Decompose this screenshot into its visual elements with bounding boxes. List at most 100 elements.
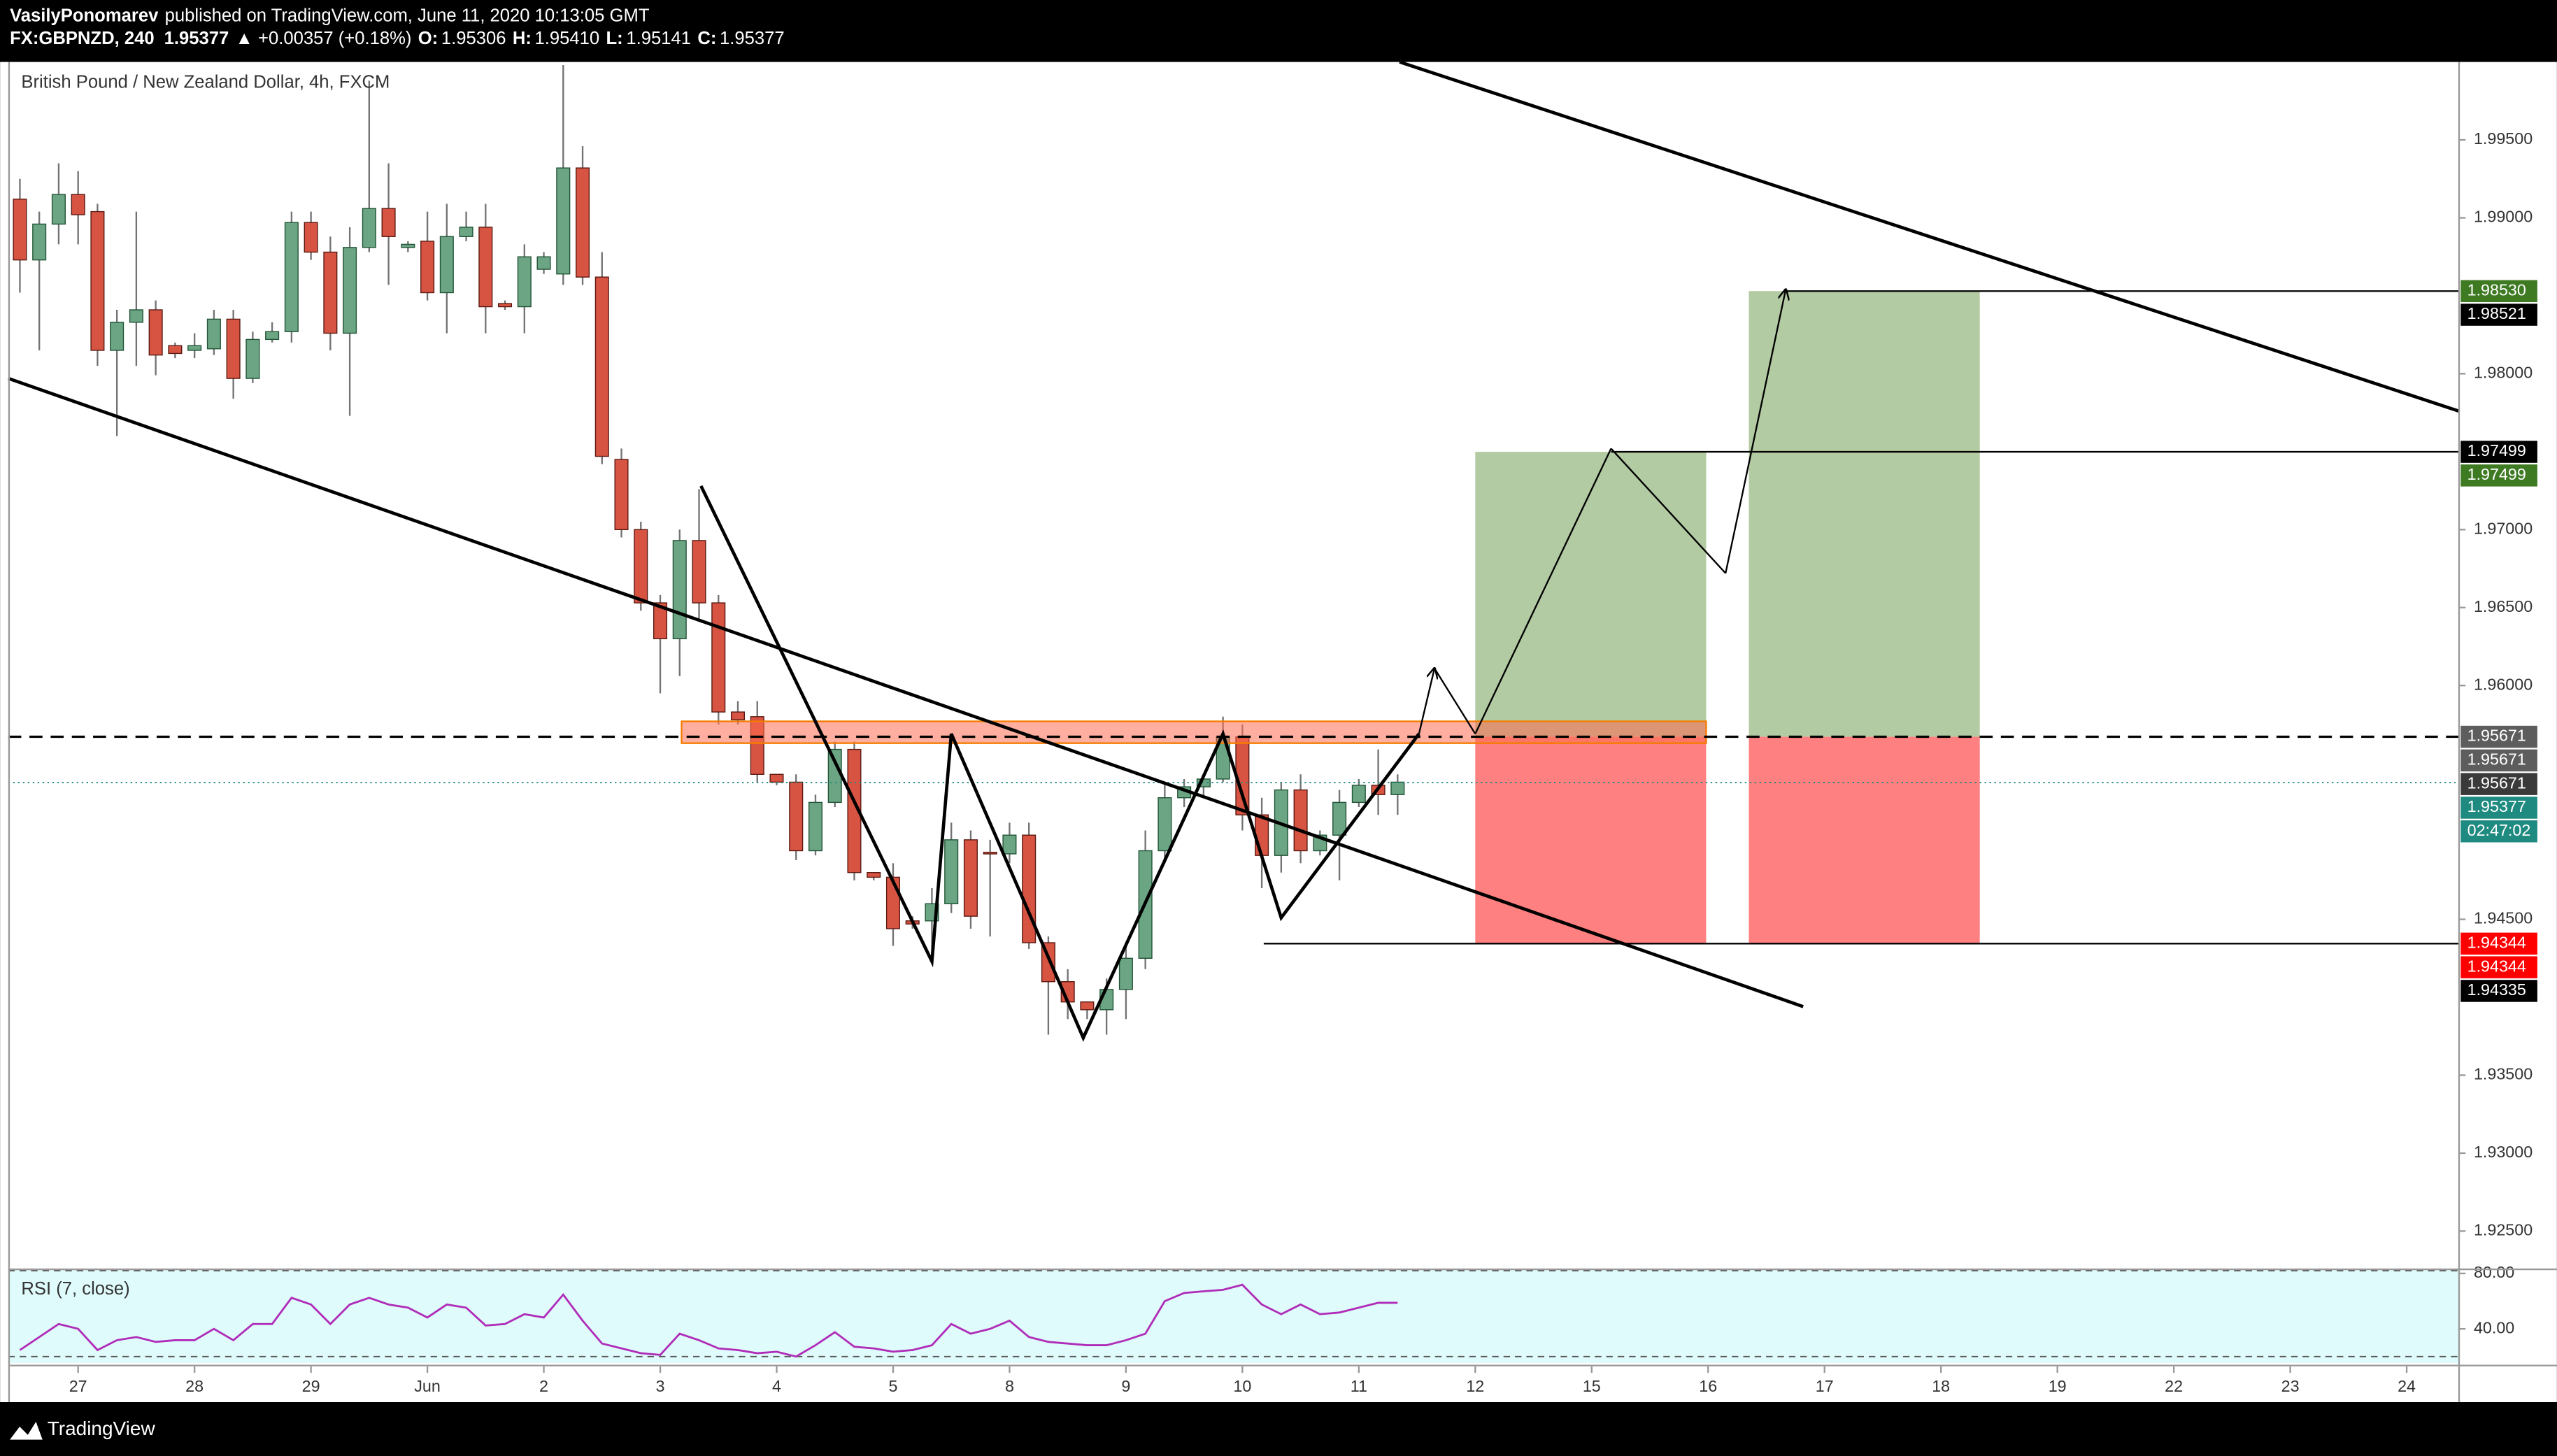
x-tick-label: 29 xyxy=(302,1377,320,1395)
price-label: 1.95671 xyxy=(2467,773,2526,792)
loss-zone xyxy=(1475,736,1707,944)
candle-body xyxy=(1080,1001,1095,1011)
candle-body xyxy=(168,345,183,355)
price-label: 1.94335 xyxy=(2467,980,2526,999)
candle-body xyxy=(867,872,881,878)
last-price: 1.95377 xyxy=(164,29,229,48)
x-tick-label: 8 xyxy=(1005,1377,1014,1395)
price-label: 1.98521 xyxy=(2467,304,2526,322)
candle-body xyxy=(245,338,260,379)
price-label: 1.95671 xyxy=(2467,750,2526,769)
ohlc-label: H: xyxy=(513,29,532,48)
price-label-box xyxy=(2460,749,2537,772)
price-label: 02:47:02 xyxy=(2467,821,2531,839)
profit-zone xyxy=(1748,291,1980,737)
price-label-box xyxy=(2460,932,2537,955)
candle-body xyxy=(381,208,396,237)
resistance-zone xyxy=(681,720,1707,744)
y-tick-label: 1.92500 xyxy=(2474,1221,2533,1239)
price-label-box xyxy=(2460,304,2537,326)
ohlc-value: 1.95141 xyxy=(626,29,691,48)
x-tick-label: 16 xyxy=(1699,1377,1717,1395)
ohlc-value: 1.95306 xyxy=(441,29,506,48)
candle-body xyxy=(944,839,959,904)
chart: 80.00 40.00 RSI (7, close) 1.99500 1.99000 1.… xyxy=(8,60,2537,1395)
header-bar xyxy=(0,0,2557,62)
candle-body xyxy=(1002,834,1017,855)
candle-body xyxy=(129,309,143,323)
candle-body xyxy=(459,227,473,237)
candle-body xyxy=(1293,789,1308,852)
projection-segment xyxy=(1610,448,1727,574)
y-tick-label: 1.96000 xyxy=(2474,675,2533,693)
rsi-line xyxy=(19,1283,1398,1358)
price-label: 1.98530 xyxy=(2467,280,2526,299)
candle-body xyxy=(13,199,27,261)
candle-body xyxy=(362,208,376,248)
y-tick-label: 1.93000 xyxy=(2474,1143,2533,1161)
y-tick-label: 1.94500 xyxy=(2474,909,2533,927)
y-tick-label: 1.99500 xyxy=(2474,129,2533,148)
candle-body xyxy=(1118,957,1133,990)
candle-body xyxy=(206,318,221,350)
price-label-box xyxy=(2460,441,2537,463)
x-tick-label: 5 xyxy=(888,1377,897,1395)
candle-body xyxy=(769,773,784,783)
candle-body xyxy=(847,748,862,873)
y-tick-label: 1.99000 xyxy=(2474,208,2533,226)
rsi-title: RSI (7, close) xyxy=(21,1279,129,1299)
brand: TradingView xyxy=(48,1418,156,1439)
price-label: 1.97499 xyxy=(2467,465,2526,483)
candle-body xyxy=(808,801,823,852)
x-tick-label: 23 xyxy=(2281,1377,2300,1395)
rsi-tick-label: 80.00 xyxy=(2474,1263,2514,1281)
candle-body xyxy=(536,256,551,270)
candle-body xyxy=(789,781,804,852)
candle-body xyxy=(439,236,454,294)
price-label: 1.94344 xyxy=(2467,934,2526,952)
rsi-tick-label: 40.00 xyxy=(2474,1318,2514,1336)
candle-body xyxy=(594,276,609,457)
y-tick-label: 1.98000 xyxy=(2474,364,2533,382)
y-tick-label: 1.97000 xyxy=(2474,519,2533,537)
ohlc-value: 1.95410 xyxy=(535,29,600,48)
ohlc-label: L: xyxy=(606,29,623,48)
candle-body xyxy=(711,602,726,713)
candle-body xyxy=(226,318,241,379)
price-label-box xyxy=(2460,820,2537,843)
trendline xyxy=(8,376,1804,1008)
published: published on TradingView.com, June 11, 2… xyxy=(165,6,650,25)
price-label-box xyxy=(2460,773,2537,795)
x-tick-label: 9 xyxy=(1121,1377,1130,1395)
candle-body xyxy=(517,256,532,308)
symbol: FX:GBPNZD, 240 xyxy=(10,29,154,48)
price-label-box xyxy=(2460,280,2537,303)
x-tick-label: 4 xyxy=(772,1377,781,1395)
x-tick-label: 2 xyxy=(539,1377,548,1395)
pattern-line xyxy=(699,485,1420,1042)
price-label-box xyxy=(2460,956,2537,978)
candle-body xyxy=(343,247,357,334)
candle-body xyxy=(498,303,513,308)
candle-body xyxy=(90,210,105,351)
x-tick-label: 27 xyxy=(69,1377,87,1395)
price-label-box xyxy=(2460,980,2537,1002)
x-tick-label: 11 xyxy=(1351,1377,1367,1395)
candle-body xyxy=(653,602,668,640)
candle-body xyxy=(187,345,202,351)
price-label: 1.95671 xyxy=(2467,727,2526,745)
symbol-line: FX:GBPNZD, 240 1.95377 ▲ +0.00357 (+0.18%)… xyxy=(10,29,785,48)
projection-segment xyxy=(1725,290,1786,573)
candle-body xyxy=(672,540,687,640)
candle-body xyxy=(110,322,124,351)
candle-body xyxy=(730,711,746,720)
ohlc-label: C: xyxy=(697,29,716,48)
candle-body xyxy=(1158,797,1172,852)
candle-body xyxy=(692,540,706,604)
loss-zone xyxy=(1748,736,1980,944)
candle-body xyxy=(420,241,435,294)
price-label: 1.95377 xyxy=(2467,797,2526,815)
author: VasilyPonomarev xyxy=(10,6,159,25)
candle-body xyxy=(1332,801,1347,836)
